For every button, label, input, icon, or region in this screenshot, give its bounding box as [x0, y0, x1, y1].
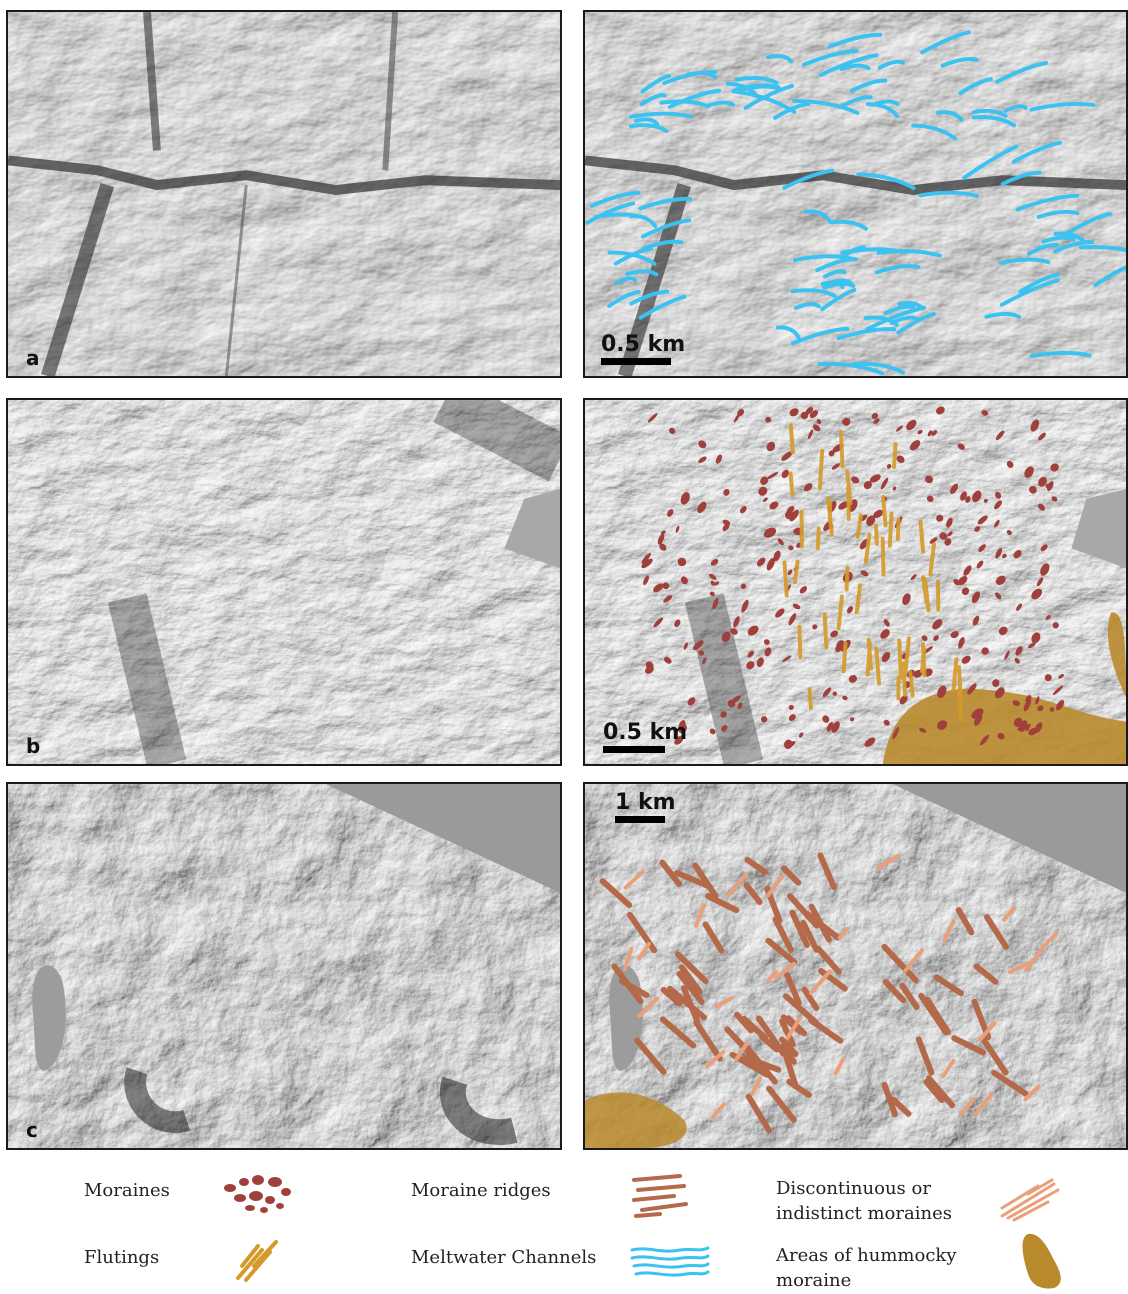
fluting-line: [954, 659, 957, 689]
fluting-line: [876, 526, 877, 544]
legend-hummocky-label-1: Areas of hummocky: [776, 1243, 956, 1269]
fluting-line: [795, 562, 798, 583]
panel-b-mapped: 0.5 km: [583, 398, 1128, 766]
fluting-line: [844, 643, 846, 671]
fluting-line: [810, 689, 811, 707]
scale-label-b: 0.5 km: [603, 722, 687, 744]
hillshade-c: [8, 784, 560, 1148]
fluting-line: [883, 539, 884, 575]
hillshade-a: [8, 12, 560, 376]
fluting-line: [910, 672, 912, 695]
fluting-line: [922, 649, 924, 671]
fluting-line: [899, 641, 901, 678]
fluting-line: [890, 514, 892, 546]
legend-moraine-ridges-label: Moraine ridges: [411, 1178, 551, 1204]
legend-discontinuous-label-2: indistinct moraines: [776, 1201, 952, 1227]
legend-moraines-label: Moraines: [84, 1178, 170, 1204]
fluting-line: [903, 664, 905, 695]
scale-bar-a: 0.5 km: [601, 334, 685, 365]
legend-flutings-label: Flutings: [84, 1245, 159, 1271]
mapped-b: [585, 400, 1126, 764]
meltwater-channels-icon: [630, 1244, 710, 1280]
legend-discontinuous-label-1: Discontinuous or: [776, 1176, 931, 1202]
panel-c-mapped: 1 km: [583, 782, 1128, 1150]
panel-label-b: b: [26, 734, 40, 758]
moraines-icon: [220, 1170, 300, 1216]
fluting-line: [894, 444, 896, 467]
scale-bar-line-a: [601, 358, 671, 365]
mapped-a: [585, 12, 1126, 376]
panel-c-hillshade: c: [6, 782, 562, 1150]
panel-a-hillshade: a: [6, 10, 562, 378]
moraine-ridges-icon: [630, 1172, 690, 1220]
legend-meltwater-channels-label: Meltwater Channels: [411, 1245, 596, 1271]
fluting-line: [820, 451, 822, 488]
fluting-line: [841, 432, 843, 466]
scale-bar-c: 1 km: [615, 792, 676, 823]
fluting-line: [869, 640, 871, 669]
panel-label-a: a: [26, 346, 40, 370]
scale-label-c: 1 km: [615, 792, 676, 814]
fluting-line: [847, 568, 848, 590]
panel-b-hillshade: b: [6, 398, 562, 766]
panel-a-mapped: 0.5 km: [583, 10, 1128, 378]
hummocky-moraine-icon: [1014, 1230, 1070, 1290]
fluting-line: [883, 497, 885, 525]
scale-bar-line-c: [615, 816, 665, 823]
fluting-line: [959, 690, 961, 719]
legend-hummocky-label-2: moraine: [776, 1268, 851, 1294]
fluting-line: [818, 528, 819, 548]
fluting-line: [791, 473, 793, 494]
fluting-line: [799, 627, 800, 657]
mapped-c: [585, 784, 1126, 1148]
fluting-line: [825, 614, 827, 647]
fluting-line: [921, 522, 924, 552]
fluting-line: [876, 648, 879, 683]
scale-bar-b: 0.5 km: [603, 722, 687, 753]
fluting-line: [898, 520, 899, 539]
discontinuous-moraines-icon: [998, 1176, 1060, 1222]
fluting-line: [785, 563, 787, 596]
scale-bar-line-b: [603, 746, 665, 753]
fluting-line: [791, 426, 793, 453]
flutings-icon: [232, 1236, 284, 1286]
scale-label-a: 0.5 km: [601, 334, 685, 356]
hillshade-b: [8, 400, 560, 764]
panel-label-c: c: [26, 1118, 38, 1142]
